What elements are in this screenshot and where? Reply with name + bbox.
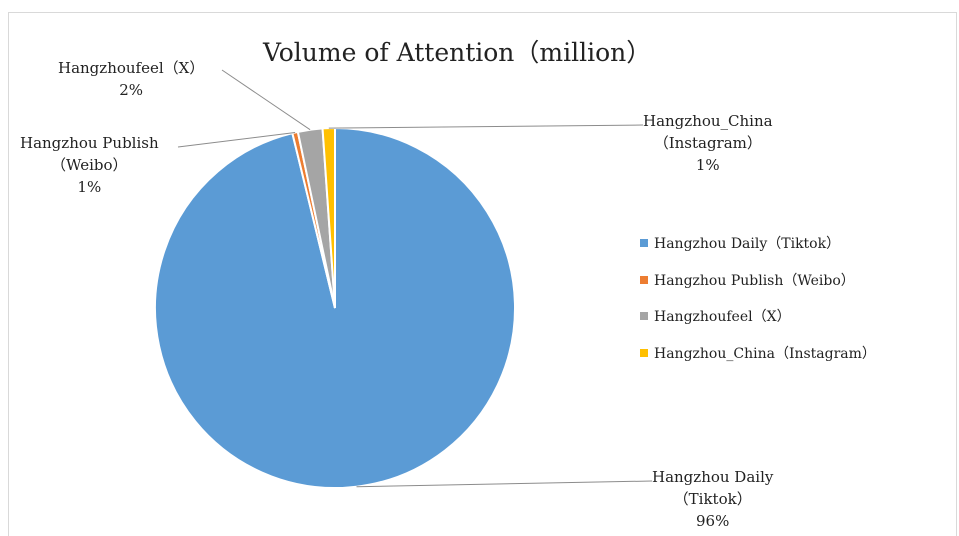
- legend-label: Hangzhoufeel（X）: [654, 309, 791, 325]
- data-label-line: 1%: [695, 156, 720, 174]
- data-label-line: Hangzhou_China: [643, 112, 773, 130]
- data-label-hangzhou-publish: Hangzhou Publish （Weibo） 1%: [20, 132, 159, 198]
- legend-item[interactable]: Hangzhoufeel（X）: [640, 305, 876, 327]
- leader-line: [221, 69, 311, 131]
- chart-legend: Hangzhou Daily（Tiktok） Hangzhou Publish（…: [640, 232, 876, 378]
- legend-swatch-icon: [640, 348, 648, 357]
- legend-label: Hangzhou Daily（Tiktok）: [654, 236, 841, 252]
- leader-line: [328, 124, 644, 129]
- legend-item[interactable]: Hangzhou_China（Instagram）: [640, 342, 876, 364]
- data-label-line: Hangzhoufeel（X）: [58, 59, 205, 77]
- data-label-line: （Tiktok）: [673, 490, 752, 508]
- data-label-line: 2%: [119, 81, 144, 99]
- legend-item[interactable]: Hangzhou Daily（Tiktok）: [640, 232, 876, 254]
- legend-label: Hangzhou_China（Instagram）: [654, 345, 876, 362]
- legend-swatch-icon: [640, 312, 648, 320]
- data-label-line: Hangzhou Publish: [20, 134, 159, 152]
- data-label-hangzhou-daily: Hangzhou Daily （Tiktok） 96%: [652, 466, 773, 532]
- data-label-line: Hangzhou Daily: [652, 468, 774, 486]
- data-label-line: （Weibo）: [51, 156, 128, 174]
- legend-label: Hangzhou Publish（Weibo）: [654, 272, 855, 289]
- data-label-hangzhou-china: Hangzhou_China （Instagram） 1%: [643, 110, 773, 176]
- leader-line: [356, 480, 653, 488]
- legend-swatch-icon: [640, 239, 648, 247]
- data-label-line: （Instagram）: [653, 134, 762, 152]
- data-label-hangzhoufeel: Hangzhoufeel（X） 2%: [58, 57, 204, 101]
- legend-swatch-icon: [640, 275, 648, 284]
- legend-item[interactable]: Hangzhou Publish（Weibo）: [640, 269, 876, 291]
- data-label-line: 96%: [696, 512, 730, 530]
- data-label-line: 1%: [77, 178, 102, 196]
- chart-title: Volume of Attention（million）: [263, 38, 652, 67]
- leader-line: [177, 132, 296, 148]
